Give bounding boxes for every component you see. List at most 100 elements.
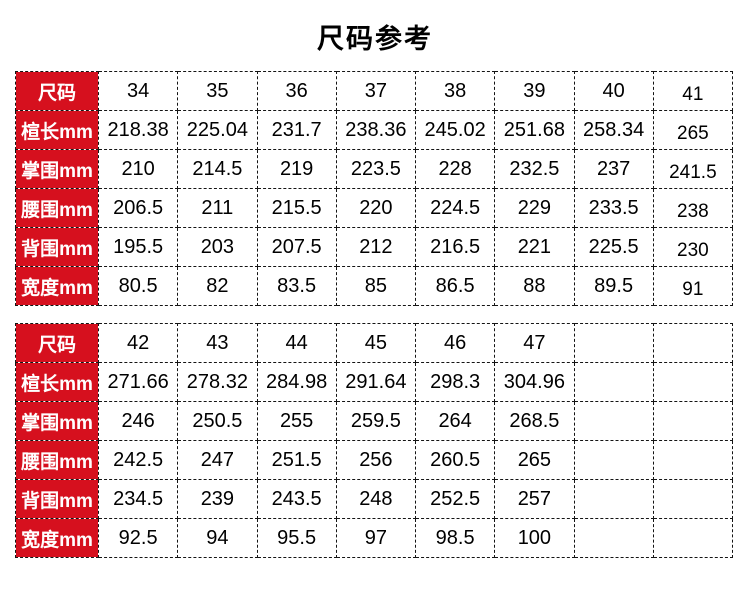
row-label: 楦长mm bbox=[15, 362, 99, 402]
row-label: 背围mm bbox=[15, 479, 99, 519]
size-value-cell: 44 bbox=[256, 323, 337, 363]
size-value-cell: 229 bbox=[494, 188, 575, 228]
size-value-cell: 231.7 bbox=[256, 110, 337, 150]
size-value-cell: 278.32 bbox=[177, 362, 258, 402]
row-label: 腰围mm bbox=[15, 188, 99, 228]
row-label: 背围mm bbox=[15, 227, 99, 267]
table-row: 腰围mm 242.5 247 251.5 256 260.5 265 bbox=[15, 440, 734, 480]
size-value-cell: 252.5 bbox=[414, 479, 496, 519]
size-value-cell: 40 bbox=[573, 71, 654, 111]
size-value-cell: 207.5 bbox=[256, 227, 337, 267]
table-row: 楦长mm 271.66 278.32 284.98 291.64 298.3 304.96 bbox=[15, 362, 734, 402]
row-label: 腰围mm bbox=[15, 440, 99, 480]
size-table-42-47: 尺码 42 43 44 45 46 47 楦长mm 271.66 278.32 284.98 291.… bbox=[15, 323, 734, 558]
size-value-cell: 83.5 bbox=[256, 266, 337, 306]
size-value-cell: 39 bbox=[494, 71, 575, 111]
size-value-cell: 219 bbox=[256, 149, 337, 189]
size-value-cell: 242.5 bbox=[97, 440, 179, 480]
size-value-cell: 265 bbox=[494, 440, 575, 480]
size-value-cell: 92.5 bbox=[97, 518, 179, 558]
size-value-cell: 211 bbox=[177, 188, 258, 228]
size-value-cell: 43 bbox=[177, 323, 258, 363]
size-value-cell: 41 bbox=[652, 71, 734, 111]
size-value-cell: 225.04 bbox=[177, 110, 258, 150]
size-value-cell: 225.5 bbox=[573, 227, 654, 267]
size-value-cell: 218.38 bbox=[97, 110, 179, 150]
table-row: 尺码 42 43 44 45 46 47 bbox=[15, 323, 734, 363]
size-value-cell: 34 bbox=[97, 71, 179, 111]
size-value-cell: 214.5 bbox=[177, 149, 258, 189]
size-value-cell: 251.68 bbox=[494, 110, 575, 150]
size-value-cell: 255 bbox=[256, 401, 337, 441]
table-row: 尺码 34 35 36 37 38 39 40 41 bbox=[15, 71, 734, 111]
size-value-cell: 46 bbox=[414, 323, 496, 363]
table-row: 掌围mm 210 214.5 219 223.5 228 232.5 237 241.5 bbox=[15, 149, 734, 189]
size-value-cell: 243.5 bbox=[256, 479, 337, 519]
size-value-cell: 35 bbox=[177, 71, 258, 111]
size-value-cell: 95.5 bbox=[256, 518, 337, 558]
page-title: 尺码参考 bbox=[317, 24, 433, 54]
size-value-cell: 100 bbox=[494, 518, 575, 558]
size-value-cell: 91 bbox=[652, 266, 734, 306]
size-value-cell: 37 bbox=[335, 71, 417, 111]
size-value-cell: 247 bbox=[177, 440, 258, 480]
size-table-34-41: 尺码 34 35 36 37 38 39 40 41 楦长mm 218.38 225.04 231.7 2… bbox=[15, 71, 734, 306]
size-value-cell: 85 bbox=[335, 266, 417, 306]
size-value-cell: 195.5 bbox=[97, 227, 179, 267]
size-value-cell: 271.66 bbox=[97, 362, 179, 402]
size-value-cell: 89.5 bbox=[573, 266, 654, 306]
size-value-cell: 97 bbox=[335, 518, 417, 558]
size-value-cell: 256 bbox=[335, 440, 417, 480]
table-row: 楦长mm 218.38 225.04 231.7 238.36 245.02 251.68 2… bbox=[15, 110, 734, 150]
size-value-cell: 98.5 bbox=[414, 518, 496, 558]
size-value-cell: 94 bbox=[177, 518, 258, 558]
size-value-cell: 239 bbox=[177, 479, 258, 519]
size-value-cell: 215.5 bbox=[256, 188, 337, 228]
size-value-cell: 257 bbox=[494, 479, 575, 519]
size-value-cell: 86.5 bbox=[414, 266, 496, 306]
size-value-cell: 259.5 bbox=[335, 401, 417, 441]
size-value-cell: 233.5 bbox=[573, 188, 654, 228]
size-value-cell: 232.5 bbox=[494, 149, 575, 189]
size-value-cell: 246 bbox=[97, 401, 179, 441]
size-value-cell: 238.36 bbox=[335, 110, 417, 150]
row-label: 尺码 bbox=[15, 71, 99, 111]
size-value-cell: 234.5 bbox=[97, 479, 179, 519]
size-value-cell: 36 bbox=[256, 71, 337, 111]
size-value-cell: 260.5 bbox=[414, 440, 496, 480]
row-label: 楦长mm bbox=[15, 110, 99, 150]
table-row: 宽度mm 92.5 94 95.5 97 98.5 100 bbox=[15, 518, 734, 558]
table-row: 背围mm 195.5 203 207.5 212 216.5 221 225.5 230 bbox=[15, 227, 734, 267]
size-value-cell: 206.5 bbox=[97, 188, 179, 228]
size-value-cell: 212 bbox=[335, 227, 417, 267]
size-value-cell: 220 bbox=[335, 188, 417, 228]
size-value-cell: 228 bbox=[414, 149, 496, 189]
size-value-cell: 304.96 bbox=[494, 362, 575, 402]
size-value-cell: 264 bbox=[414, 401, 496, 441]
size-value-cell bbox=[573, 362, 654, 402]
row-label: 掌围mm bbox=[15, 401, 99, 441]
table-row: 掌围mm 246 250.5 255 259.5 264 268.5 bbox=[15, 401, 734, 441]
size-value-cell: 258.34 bbox=[573, 110, 654, 150]
row-label: 宽度mm bbox=[15, 518, 99, 558]
size-value-cell: 224.5 bbox=[414, 188, 496, 228]
row-label: 掌围mm bbox=[15, 149, 99, 189]
size-value-cell bbox=[652, 362, 734, 402]
size-value-cell: 82 bbox=[177, 266, 258, 306]
size-value-cell bbox=[652, 401, 734, 441]
size-value-cell bbox=[573, 323, 654, 363]
size-value-cell: 265 bbox=[652, 110, 734, 150]
size-value-cell: 203 bbox=[177, 227, 258, 267]
size-value-cell bbox=[573, 479, 654, 519]
size-value-cell bbox=[573, 440, 654, 480]
size-value-cell: 38 bbox=[414, 71, 496, 111]
size-value-cell: 245.02 bbox=[414, 110, 496, 150]
size-value-cell: 210 bbox=[97, 149, 179, 189]
size-value-cell bbox=[573, 401, 654, 441]
size-value-cell: 42 bbox=[97, 323, 179, 363]
size-value-cell: 221 bbox=[494, 227, 575, 267]
size-value-cell: 268.5 bbox=[494, 401, 575, 441]
size-value-cell: 80.5 bbox=[97, 266, 179, 306]
size-value-cell: 298.3 bbox=[414, 362, 496, 402]
